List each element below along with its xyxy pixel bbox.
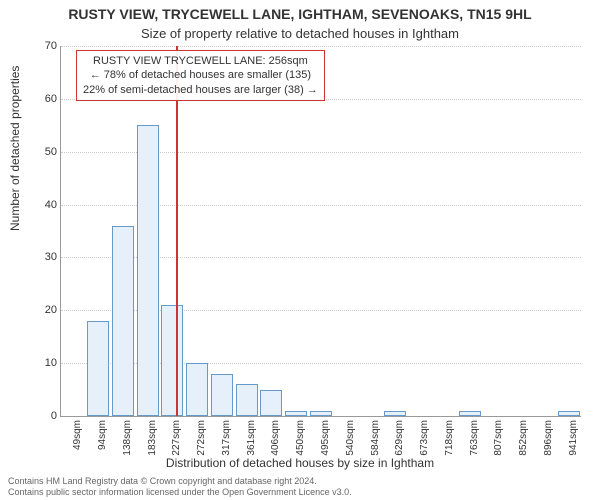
chart-container: RUSTY VIEW, TRYCEWELL LANE, IGHTHAM, SEV…: [0, 0, 600, 500]
histogram-bar: [459, 411, 481, 416]
chart-title-address: RUSTY VIEW, TRYCEWELL LANE, IGHTHAM, SEV…: [0, 6, 600, 22]
x-tick-label: 718sqm: [444, 420, 455, 460]
y-tick-label: 30: [35, 251, 57, 263]
y-tick-label: 10: [35, 357, 57, 369]
histogram-bar: [558, 411, 580, 416]
grid-line: [61, 46, 581, 47]
x-tick-label: 138sqm: [122, 420, 133, 460]
annotation-line: RUSTY VIEW TRYCEWELL LANE: 256sqm: [83, 54, 318, 68]
x-tick-label: 941sqm: [568, 420, 579, 460]
annotation-line: ← 78% of detached houses are smaller (13…: [83, 68, 318, 82]
annotation-box: RUSTY VIEW TRYCEWELL LANE: 256sqm← 78% o…: [76, 50, 325, 101]
x-tick-label: 272sqm: [196, 420, 207, 460]
y-tick-label: 0: [35, 410, 57, 422]
histogram-bar: [285, 411, 307, 416]
histogram-bar: [310, 411, 332, 416]
x-tick-label: 896sqm: [543, 420, 554, 460]
y-tick-label: 20: [35, 304, 57, 316]
y-axis-label: Number of detached properties: [8, 66, 22, 231]
histogram-bar: [384, 411, 406, 416]
histogram-bar: [87, 321, 109, 416]
y-tick-label: 40: [35, 199, 57, 211]
x-tick-label: 317sqm: [221, 420, 232, 460]
x-tick-label: 227sqm: [171, 420, 182, 460]
x-tick-label: 450sqm: [295, 420, 306, 460]
histogram-bar: [260, 390, 282, 416]
x-tick-label: 94sqm: [97, 420, 108, 460]
annotation-line: 22% of semi-detached houses are larger (…: [83, 83, 318, 97]
histogram-bar: [211, 374, 233, 416]
x-tick-label: 629sqm: [394, 420, 405, 460]
footer-line-1: Contains HM Land Registry data © Crown c…: [8, 476, 352, 487]
x-tick-label: 361sqm: [246, 420, 257, 460]
y-tick-label: 70: [35, 40, 57, 52]
histogram-bar: [186, 363, 208, 416]
property-marker-line: [176, 46, 178, 416]
x-tick-label: 673sqm: [419, 420, 430, 460]
histogram-bar: [112, 226, 134, 416]
x-tick-label: 183sqm: [147, 420, 158, 460]
x-tick-label: 49sqm: [72, 420, 83, 460]
y-tick-label: 60: [35, 93, 57, 105]
x-tick-label: 584sqm: [370, 420, 381, 460]
chart-subtitle: Size of property relative to detached ho…: [0, 26, 600, 41]
x-tick-label: 406sqm: [270, 420, 281, 460]
plot-area: [60, 46, 581, 417]
x-tick-label: 807sqm: [493, 420, 504, 460]
histogram-bar: [161, 305, 183, 416]
histogram-bar: [236, 384, 258, 416]
x-tick-label: 495sqm: [320, 420, 331, 460]
x-tick-label: 852sqm: [518, 420, 529, 460]
y-tick-label: 50: [35, 146, 57, 158]
histogram-bar: [137, 125, 159, 416]
footer-attribution: Contains HM Land Registry data © Crown c…: [8, 476, 352, 498]
x-tick-label: 763sqm: [469, 420, 480, 460]
footer-line-2: Contains public sector information licen…: [8, 487, 352, 498]
x-tick-label: 540sqm: [345, 420, 356, 460]
